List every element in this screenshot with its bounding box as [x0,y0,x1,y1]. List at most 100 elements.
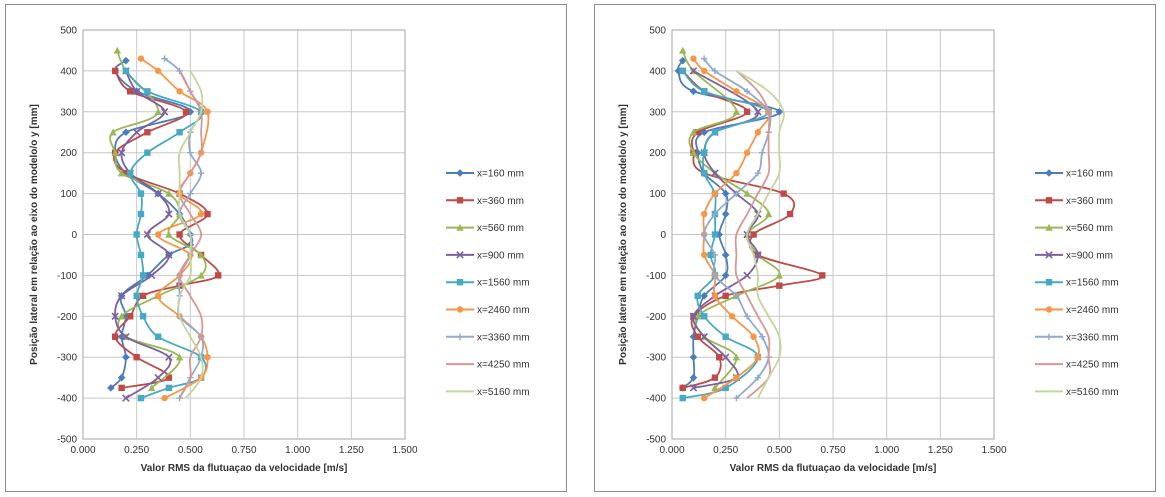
chart2-data-point [711,129,719,136]
chart1-data-point [122,56,130,65]
chart1-data-point [154,231,162,238]
chart1-y-tick-label: 200 [60,148,77,159]
chart1-legend-marker [456,169,464,177]
chart1-data-point [137,55,145,62]
chart1-data-point [137,394,145,402]
chart1-data-point [137,251,145,259]
chart1-data-point [204,210,211,218]
chart2-data-point [733,88,740,95]
chart2-data-point [700,292,708,300]
chart1-data-point [165,251,173,259]
chart2-y-tick-label: -400 [646,394,666,405]
chart2-data-point [689,149,698,156]
chart2-data-point [701,169,708,177]
chart1-data-point [139,313,147,320]
chart2-data-point [775,108,784,116]
chart2-legend-marker [1045,279,1053,286]
chart1-data-point [165,230,173,238]
chart1-data-point [182,108,190,115]
chart1-data-point [143,230,152,239]
chart1-data-point [165,384,173,392]
chart-right-svg: 0.000 0.250 0.500 0.750 1.000 1.250 1.500 500 40… [618,26,1119,475]
chart2-data-point [679,46,687,54]
chart1-data-point [117,312,126,320]
chart1-legend-label: x=560 mm [477,223,524,234]
chart1-legend-marker [456,197,464,204]
chart2-data-point [764,210,773,218]
chart2-series-9 [735,70,785,399]
chart2-data-point [775,271,784,279]
chart2-data-point [754,374,762,381]
chart2-data-point [780,190,787,197]
chart2-data-point [701,394,708,402]
chart1-data-point [122,169,130,177]
chart2-data-point [721,353,730,361]
chart1-data-point [165,374,173,381]
chart2-data-point [701,88,708,95]
chart1-data-point [204,108,211,116]
chart2-data-point [758,333,766,340]
chart2-data-point [733,394,740,402]
chart2-data-point [733,292,740,300]
chart1-x-tick-label: 0.500 [178,445,203,456]
chart2-data-point [733,374,740,381]
chart2-data-point [679,384,686,392]
chart1-legend-label: x=3360 mm [477,332,530,343]
chart2-data-point [694,129,701,136]
chart1-legend-label: x=900 mm [477,250,524,261]
chart1-data-point [112,333,119,340]
chart2-y-tick-label: -300 [646,353,666,364]
chart2-data-point [689,312,698,321]
chart1-data-point [175,353,184,361]
chart1-legend-label: x=2460 mm [477,305,530,316]
chart2-data-point [689,128,698,136]
chart2-data-point [689,67,698,75]
chart1-y-tick-label: -400 [57,394,77,405]
chart2-data-point [694,333,701,340]
chart2-data-point [690,55,697,62]
chart1-data-point [160,108,169,116]
chart2-data-point [701,231,708,238]
chart1-data-point [117,148,126,157]
chart1-y-tick-label: 100 [60,189,77,200]
chart2-legend-marker [1045,197,1053,204]
chart2-data-point [711,272,719,279]
chart1-x-tick-label: 0.000 [70,445,95,456]
chart2-data-point [819,272,826,279]
chart2-legend-label: x=2460 mm [1066,305,1119,316]
chart2-legend-marker [1045,251,1053,259]
chart1-series-line [177,70,204,399]
chart1-data-point [107,384,115,392]
chart2-data-point [711,210,719,218]
chart1-data-point [144,88,151,95]
chart2-legend-label: x=4250 mm [1066,360,1119,371]
chart2-legend-label: x=360 mm [1066,196,1113,207]
chart1-data-point [204,354,211,361]
chart1-data-point [144,129,151,136]
chart1-data-point [137,210,145,218]
chart2-legend-marker [1045,306,1053,313]
chart1-data-point [133,354,140,361]
chart1-y-tick-label: -200 [57,312,77,323]
chart1-y-tick-label: 500 [60,26,77,37]
chart2-series-line [734,70,772,399]
chart1-data-point [122,128,130,137]
chart1-data-point [176,88,183,95]
chart1-series-4 [111,67,173,402]
chart2-data-point [721,251,730,259]
chart2-data-point [707,251,714,259]
chart1-data-point [122,332,130,341]
chart1-data-point [139,292,147,300]
chart2-x-tick-label: 0.500 [767,445,792,456]
chart2-y-tick-label: 300 [649,107,666,118]
chart2-data-point [711,231,719,238]
chart1-series-9 [177,70,204,399]
chart2-data-point [701,251,708,259]
chart1-data-point [122,67,130,75]
chart1-data-point [154,333,162,340]
chart1-data-point [161,394,168,402]
chart1-data-point [112,67,119,75]
chart1-legend-marker [456,279,464,286]
chart2-data-point [711,251,719,259]
chart2-data-point [776,282,783,289]
